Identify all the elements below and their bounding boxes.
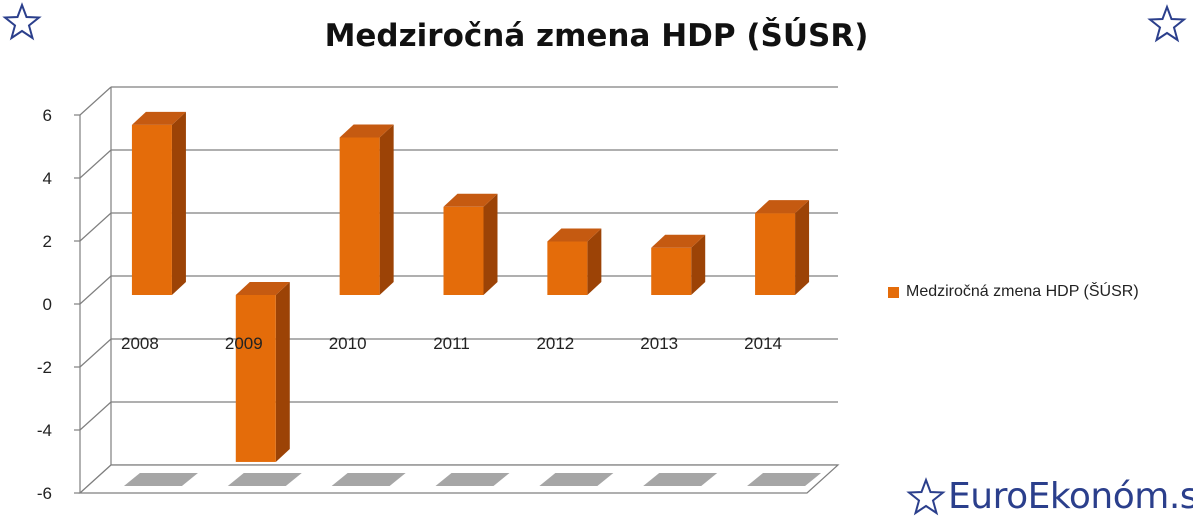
floor-shadow <box>747 473 822 486</box>
floor-shadow <box>123 473 198 486</box>
x-tick-label: 2012 <box>536 334 574 353</box>
bar-top <box>443 193 498 207</box>
watermark-text: EuroEkonóm.sk <box>948 476 1193 517</box>
bar-side <box>587 228 602 295</box>
gridline <box>79 149 112 179</box>
star-icon <box>1147 4 1187 43</box>
gridline <box>79 212 112 242</box>
bar-top <box>131 111 186 125</box>
bar-top <box>547 228 602 242</box>
y-tick-label: 2 <box>43 232 52 251</box>
watermark: EuroEkonóm.sk <box>906 476 1193 517</box>
y-tick-label: 6 <box>43 106 52 125</box>
bar <box>547 241 588 295</box>
bar-side <box>691 234 706 295</box>
y-tick-label: -2 <box>37 358 52 377</box>
x-tick-label: 2010 <box>329 334 367 353</box>
floor-shadow <box>539 473 614 486</box>
x-tick-label: 2009 <box>225 334 263 353</box>
bar <box>651 247 692 295</box>
y-tick-label: -6 <box>37 484 52 503</box>
bar <box>131 124 172 296</box>
floor-shadow <box>643 473 718 486</box>
star-icon <box>2 2 42 41</box>
gridline <box>79 86 112 116</box>
bar <box>443 206 484 295</box>
gridline <box>79 338 112 368</box>
bar-side <box>275 282 290 462</box>
bar-side <box>379 124 394 295</box>
floor-shadow <box>227 473 302 486</box>
bar-top <box>651 234 706 248</box>
bar <box>755 213 796 295</box>
chart-title: Medziročná zmena HDP (ŠÚSR) <box>324 18 869 54</box>
legend-label: Medziročná zmena HDP (ŠÚSR) <box>906 283 1139 300</box>
bar-side <box>171 111 186 296</box>
chart-legend: Medziročná zmena HDP (ŠÚSR) <box>888 283 1139 301</box>
gridline <box>79 401 112 431</box>
floor-shadow <box>331 473 406 486</box>
x-tick-label: 2013 <box>640 334 678 353</box>
star-icon <box>906 476 946 515</box>
y-tick-label: 4 <box>43 169 52 188</box>
bar-side <box>483 193 498 295</box>
x-tick-label: 2008 <box>121 334 159 353</box>
bar <box>339 137 380 295</box>
gridline <box>79 275 112 305</box>
x-tick-label: 2014 <box>744 334 782 353</box>
bar-top <box>755 200 810 214</box>
bar-top <box>235 282 290 295</box>
bar <box>235 295 276 462</box>
legend-swatch <box>888 286 899 298</box>
floor-shadow <box>435 473 510 486</box>
bar-side <box>795 200 810 295</box>
y-tick-label: 0 <box>43 295 52 314</box>
x-tick-label: 2011 <box>433 334 470 353</box>
bar-top <box>339 124 394 138</box>
y-tick-label: -4 <box>37 421 52 440</box>
